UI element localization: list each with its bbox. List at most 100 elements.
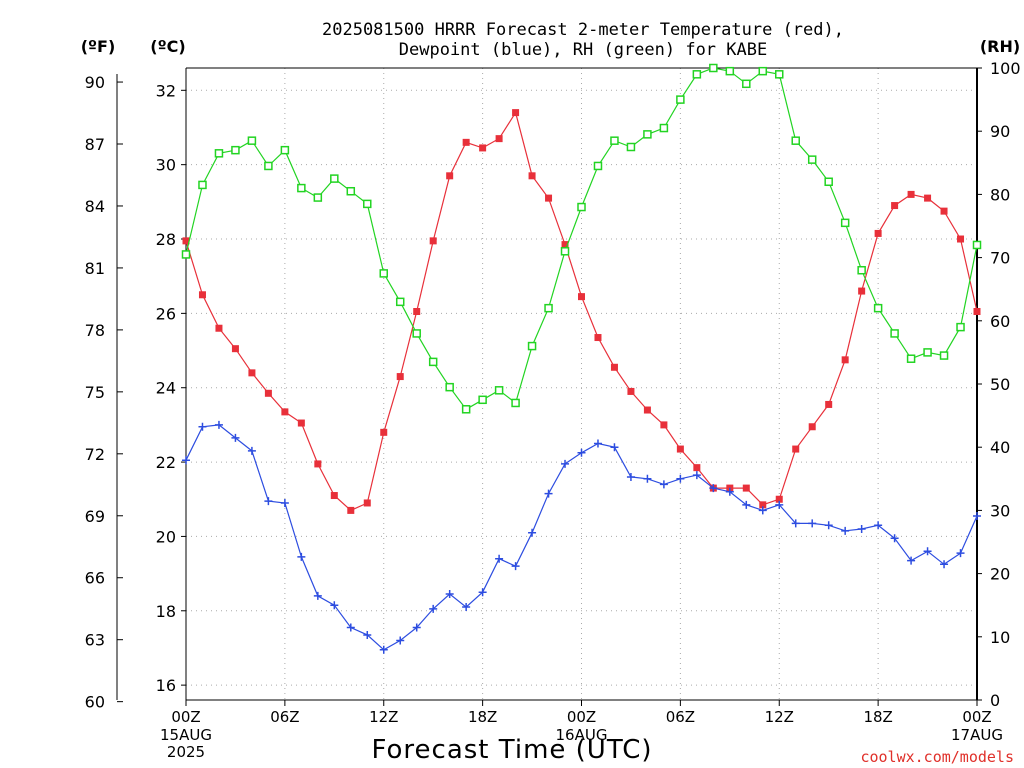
dewpoint-point	[379, 645, 388, 654]
temperature-point	[957, 235, 965, 243]
temperature-point	[660, 421, 668, 429]
temperature-point	[396, 373, 404, 381]
dewpoint-point	[725, 487, 734, 496]
rh-point	[775, 70, 784, 79]
temperature-point	[264, 389, 272, 397]
temperature-point	[924, 194, 932, 202]
temperature-point	[858, 287, 866, 295]
rh-point	[247, 136, 257, 145]
rh-point	[264, 161, 273, 171]
rh-point	[956, 322, 965, 332]
dewpoint-point	[182, 456, 190, 465]
dewpoint-point	[264, 497, 273, 506]
rh-point	[610, 136, 619, 145]
rh-point	[544, 303, 553, 313]
dewpoint-point	[445, 590, 454, 599]
temperature-point	[792, 445, 800, 453]
temperature-point	[775, 495, 783, 503]
fahrenheit-tick-label: 60	[85, 693, 105, 712]
dewpoint-point	[280, 498, 289, 507]
temperature-point	[413, 308, 421, 316]
rh-tick-label: 0	[990, 691, 1000, 710]
dewpoint-point	[577, 448, 586, 457]
fahrenheit-axis-label: (ºF)	[81, 37, 116, 56]
rh-point	[181, 250, 191, 259]
temperature-point	[363, 499, 371, 507]
fahrenheit-tick-label: 81	[85, 259, 105, 278]
temperature-point	[545, 194, 553, 202]
rh-point	[511, 398, 520, 408]
rh-point	[527, 341, 537, 351]
dewpoint-point	[643, 474, 652, 483]
temperature-point	[627, 387, 635, 395]
celsius-tick-label: 22	[156, 453, 176, 472]
celsius-tick-label: 18	[156, 602, 176, 621]
x-tick-year-label: 2025	[167, 743, 205, 761]
temperature-point	[891, 202, 899, 210]
x-tick-label: 06Z	[270, 708, 299, 726]
rh-axis-label: (RH)	[980, 37, 1020, 56]
fahrenheit-tick-label: 90	[85, 73, 105, 92]
dewpoint-point	[412, 623, 421, 632]
rh-point	[395, 297, 405, 307]
rh-point	[857, 265, 866, 275]
celsius-tick-label: 16	[156, 676, 176, 695]
temperature-point	[841, 356, 849, 364]
temperature-point	[380, 428, 388, 436]
dewpoint-point	[593, 439, 602, 448]
dewpoint-point	[791, 519, 800, 528]
dewpoint-point	[923, 547, 932, 556]
dewpoint-point	[676, 474, 685, 483]
rh-tick-label: 80	[990, 185, 1010, 204]
fahrenheit-tick-label: 84	[85, 197, 105, 216]
dewpoint-point	[659, 480, 668, 489]
temperature-point	[479, 144, 487, 152]
rh-point	[313, 193, 323, 202]
fahrenheit-tick-label: 75	[85, 383, 105, 402]
temperature-point	[182, 237, 190, 245]
temperature-point	[643, 406, 651, 414]
temperature-point	[693, 464, 701, 472]
x-tick-label: 00Z	[962, 708, 991, 726]
dewpoint-point	[841, 526, 850, 535]
x-tick-label: 00Z	[567, 708, 596, 726]
fahrenheit-tick-label: 72	[85, 445, 105, 464]
rh-point	[379, 269, 388, 278]
celsius-tick-label: 28	[156, 230, 176, 249]
temperature-point	[578, 293, 585, 301]
rh-point	[428, 357, 438, 367]
temperature-point	[198, 291, 206, 299]
temperature-point	[973, 308, 981, 316]
axes: 60 63 66 69 72 75 78 81 84 87 90 16 18 20 22 24 26 28 30 32…	[85, 59, 1021, 761]
temperature-point	[347, 506, 355, 514]
temperature-point	[495, 135, 503, 143]
celsius-axis-label: (ºC)	[150, 37, 185, 56]
rh-point	[890, 329, 899, 338]
dewpoint-point	[626, 472, 635, 481]
rh-point	[643, 130, 652, 139]
gridlines	[185, 68, 978, 700]
temperature-point	[610, 363, 618, 371]
rh-point	[560, 247, 570, 256]
rh-point	[807, 155, 817, 164]
temperature-point	[759, 501, 767, 509]
dewpoint-point	[824, 521, 833, 530]
temperature-point	[676, 445, 684, 453]
dewpoint-point	[775, 500, 784, 509]
dewpoint-point	[495, 554, 504, 563]
rh-point	[626, 142, 636, 152]
x-tick-label: 06Z	[666, 708, 695, 726]
rh-point	[593, 161, 603, 171]
temperature-point	[462, 138, 470, 146]
temperature-point	[248, 369, 256, 377]
temperature-point	[528, 172, 536, 180]
dewpoint-point	[297, 552, 306, 561]
rh-point	[692, 70, 702, 79]
rh-tick-label: 90	[990, 122, 1010, 141]
series-1	[182, 420, 981, 654]
temperature-point	[512, 109, 520, 117]
temperature-point	[940, 207, 948, 215]
rh-tick-label: 30	[990, 501, 1010, 520]
dewpoint-point	[346, 623, 355, 632]
temperature-point	[561, 241, 569, 249]
